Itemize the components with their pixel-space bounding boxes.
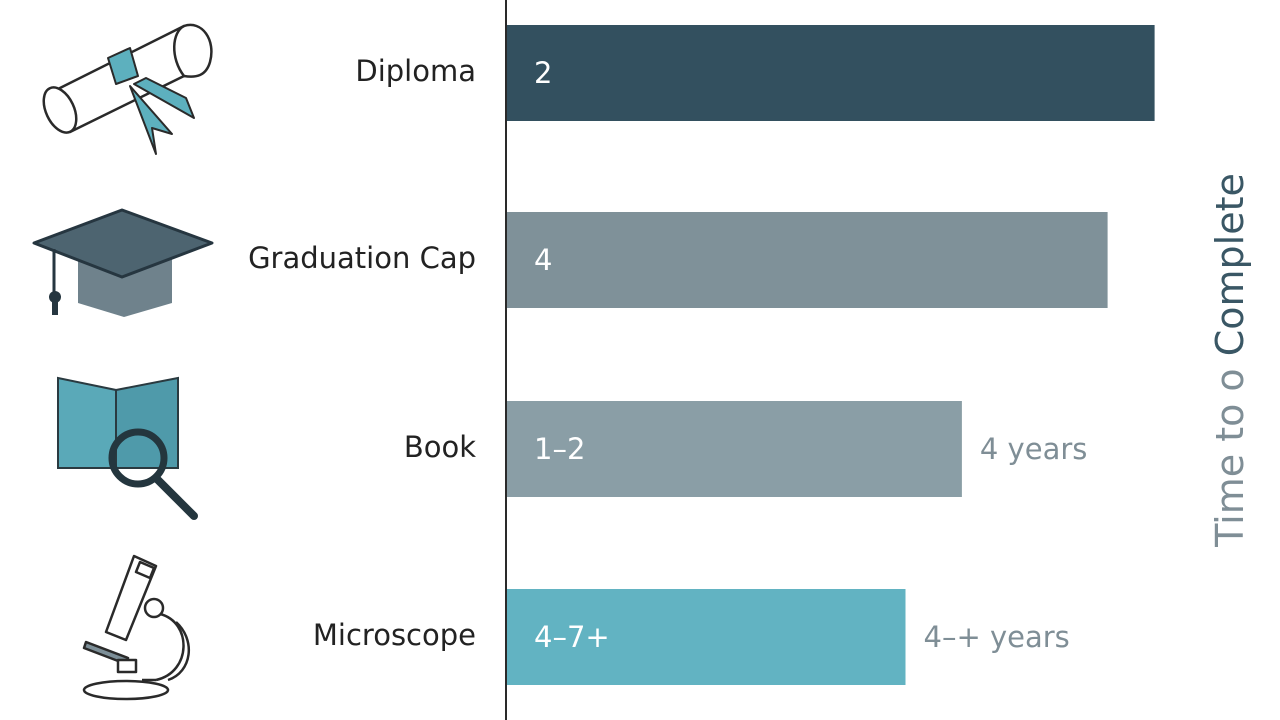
- category-label: Diploma: [355, 54, 476, 88]
- duration-annotation: 4–+ years: [924, 620, 1070, 654]
- bar-data-label: 4: [534, 243, 552, 277]
- bar-data-label: 1–2: [534, 432, 585, 466]
- duration-annotation: 4 years: [980, 432, 1087, 466]
- category-label: Microscope: [313, 618, 476, 652]
- category-label: Book: [404, 430, 476, 464]
- axis-title-part: Complete: [1208, 173, 1252, 368]
- book-magnifier-icon: [52, 372, 202, 522]
- diploma-icon: [34, 18, 224, 163]
- bar-microscope: [506, 589, 906, 685]
- axis-title-part: Time: [1208, 454, 1252, 548]
- bar-graduation-cap: [506, 212, 1108, 308]
- axis-title: Time to o Complete: [1208, 173, 1252, 548]
- axis-title-part: o: [1208, 368, 1252, 391]
- microscope-icon: [80, 552, 205, 702]
- bar-book: [506, 401, 962, 497]
- category-label: Graduation Cap: [248, 241, 476, 275]
- bar-data-label: 4–7+: [534, 620, 610, 654]
- bar-data-label: 2: [534, 56, 552, 90]
- bar-diploma: [506, 25, 1155, 121]
- axis-title-part: to: [1208, 392, 1252, 454]
- graduation-cap-icon: [30, 205, 220, 325]
